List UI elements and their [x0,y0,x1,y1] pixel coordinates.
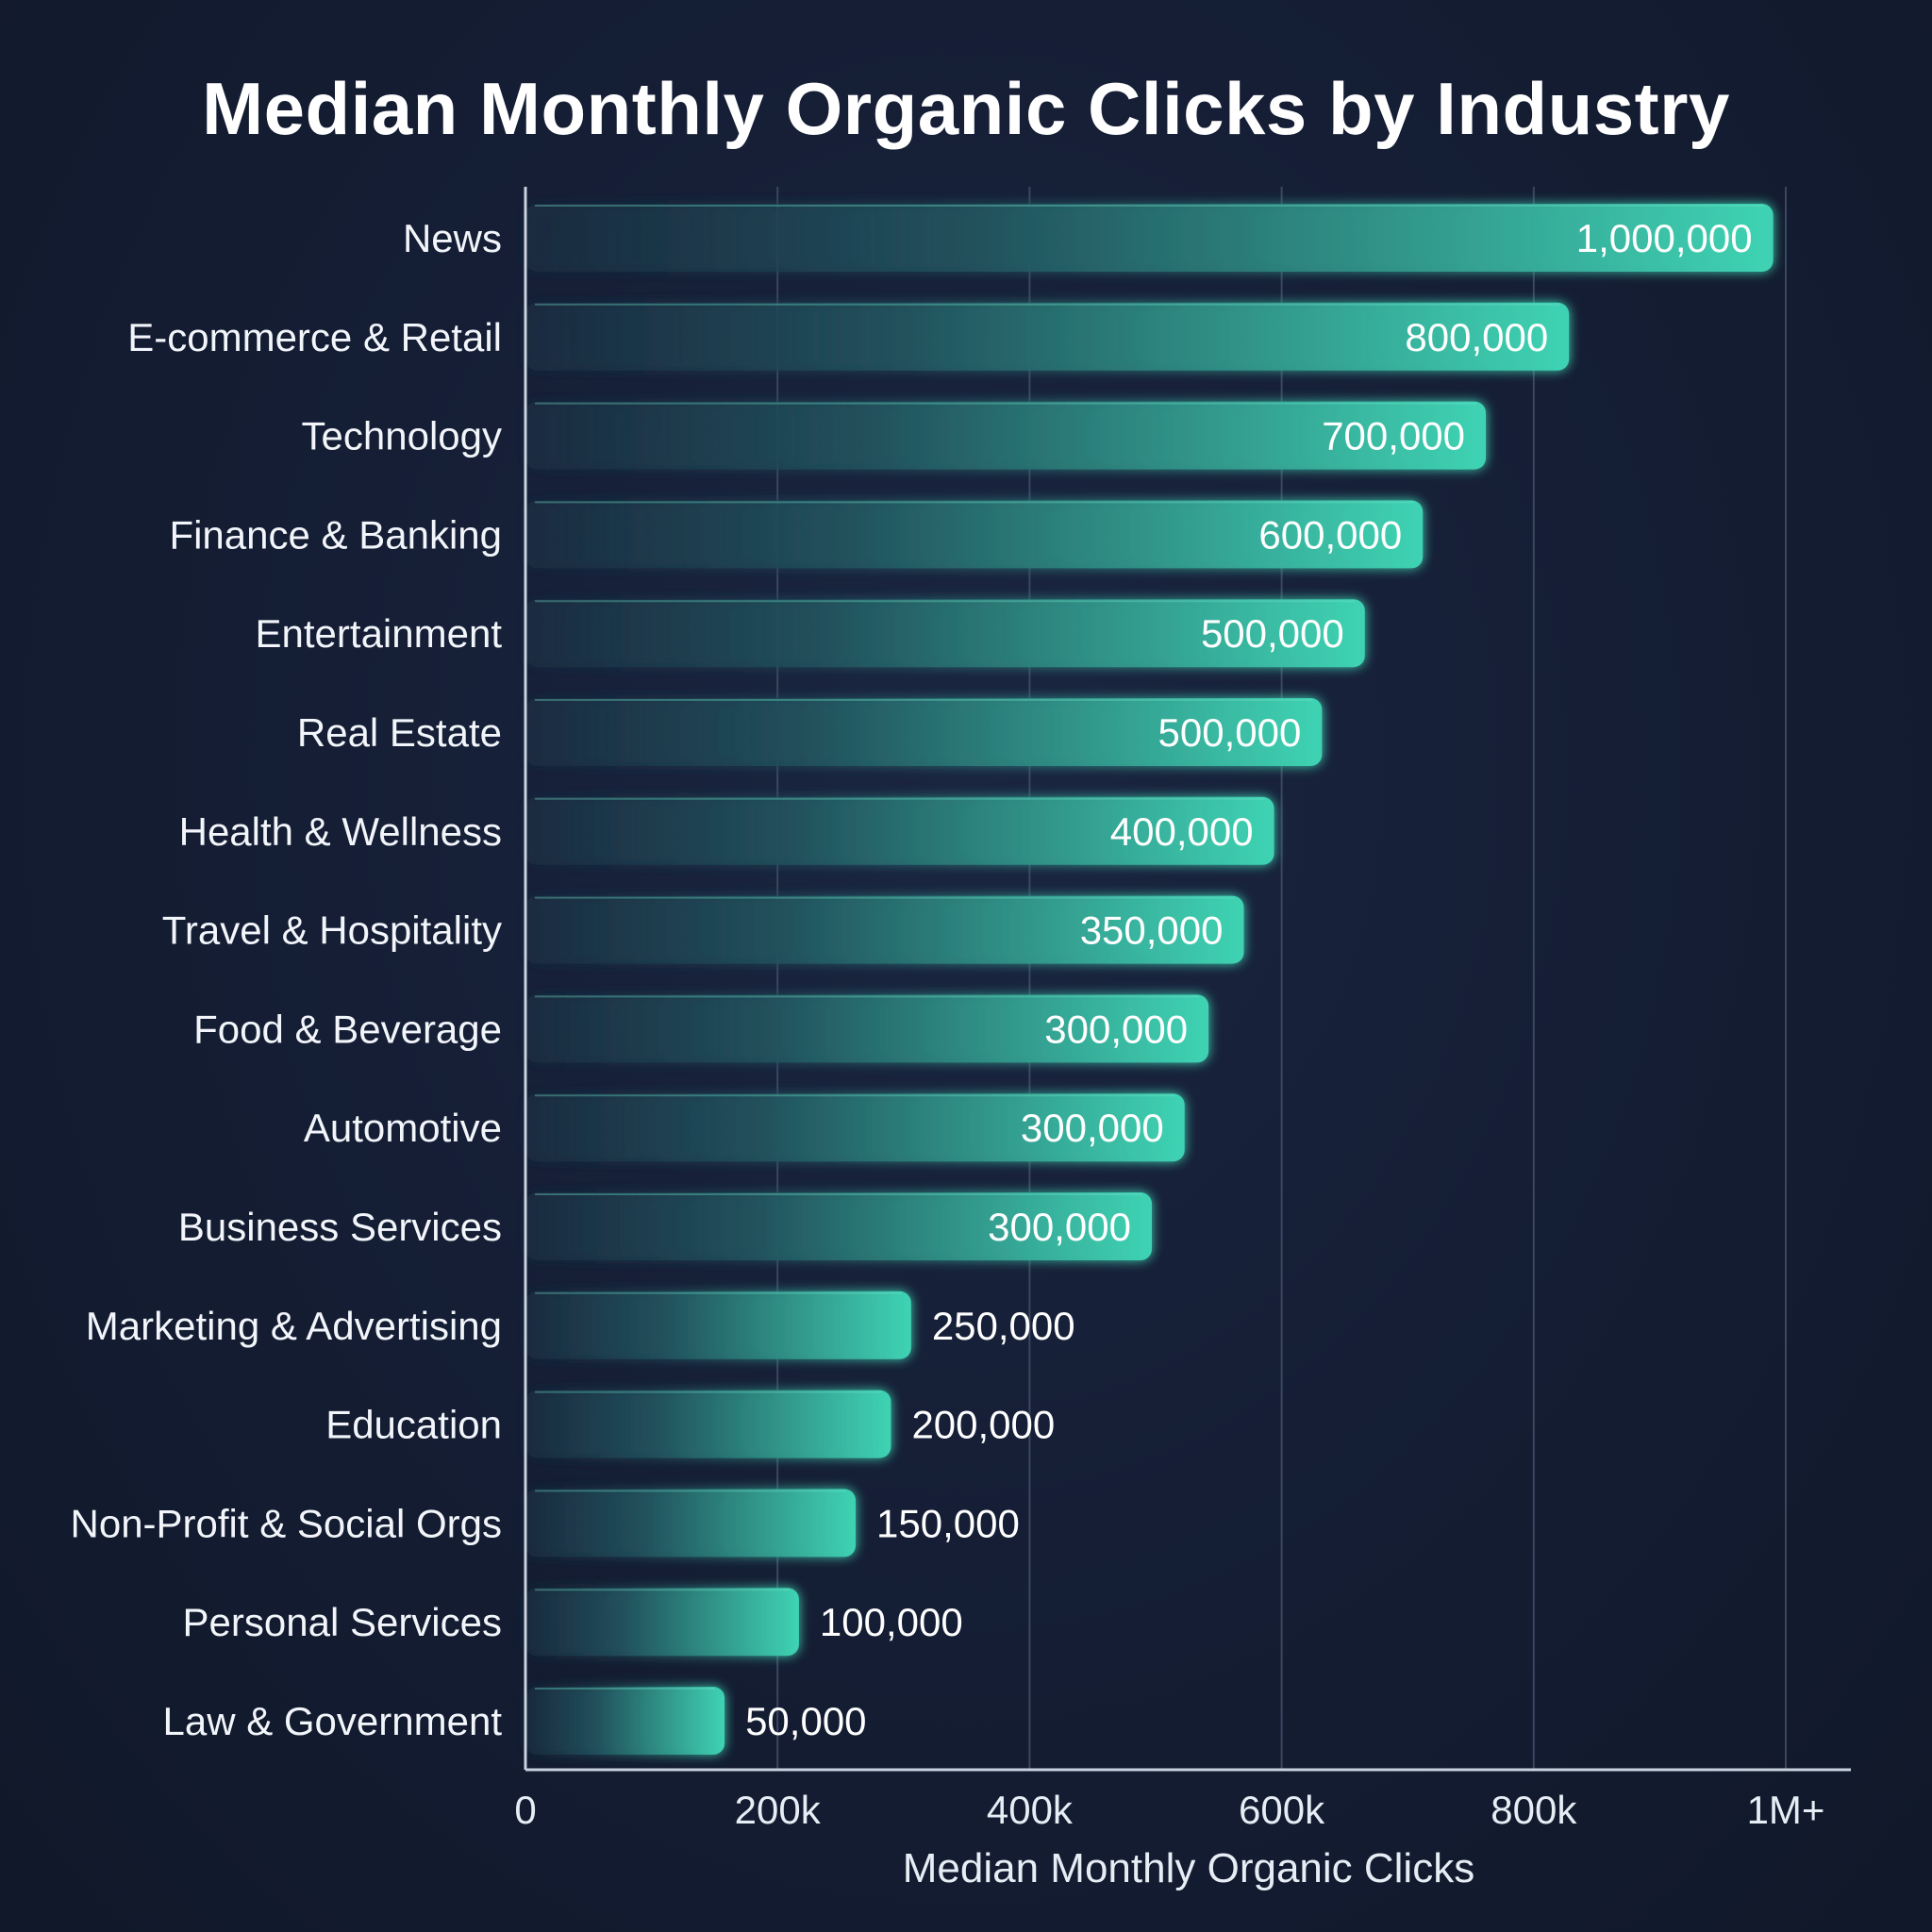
x-tick-label: 200k [735,1788,822,1832]
data-label: 300,000 [1021,1106,1164,1150]
x-tick-label: 400k [987,1788,1074,1832]
bar [525,1390,891,1458]
category-label: Marketing & Advertising [86,1304,502,1348]
x-tick-label: 800k [1491,1788,1577,1832]
bar [525,401,1487,470]
category-label: Food & Beverage [193,1007,502,1051]
labels: 0 200k 400k 600k 800k 1M+ News 1,000,000 E-comme… [71,216,1825,1832]
category-label: Real Estate [297,710,502,755]
bar [525,1489,857,1557]
axes [524,187,1851,1772]
data-label: 800,000 [1405,315,1548,359]
category-label: News [403,216,502,260]
data-label: 250,000 [932,1304,1075,1348]
bars [525,204,1774,1755]
bar [525,1192,1152,1260]
data-label: 700,000 [1322,414,1465,458]
data-label: 100,000 [820,1600,963,1644]
bar [525,796,1274,865]
category-label: Health & Wellness [179,809,502,854]
bar [525,1588,799,1657]
data-label: 1,000,000 [1576,216,1753,260]
category-label: Non-Profit & Social Orgs [71,1501,503,1545]
category-label: Automotive [304,1106,502,1150]
data-label: 600,000 [1258,512,1402,557]
chart-title: Median Monthly Organic Clicks by Industr… [202,67,1730,150]
bar [525,1093,1185,1162]
category-label: E-commerce & Retail [127,315,502,359]
data-label: 150,000 [876,1501,1020,1545]
category-label: Entertainment [256,611,503,656]
bar [525,599,1365,668]
bar [525,994,1209,1063]
category-label: Travel & Hospitality [162,908,502,953]
x-tick-label: 1M+ [1747,1788,1825,1832]
category-label: Business Services [178,1205,502,1249]
x-tick-label: 0 [514,1788,536,1832]
x-axis-label: Median Monthly Organic Clicks [902,1845,1475,1891]
data-label: 400,000 [1110,809,1254,854]
category-label: Finance & Banking [169,512,502,557]
data-label: 350,000 [1080,908,1224,953]
bar [525,204,1774,272]
category-label: Personal Services [183,1600,502,1644]
bar [525,500,1424,569]
category-label: Technology [302,414,502,458]
category-label: Education [325,1403,502,1447]
bar [525,1291,911,1359]
data-label: 300,000 [1044,1007,1188,1051]
data-label: 500,000 [1201,611,1344,656]
data-label: 300,000 [988,1205,1131,1249]
bar [525,895,1244,964]
data-label: 200,000 [911,1403,1055,1447]
data-label: 50,000 [745,1699,866,1743]
data-label: 500,000 [1158,710,1302,755]
category-label: Law & Government [162,1699,502,1743]
bar [525,302,1570,371]
bar [525,1687,725,1755]
bar [525,698,1323,766]
x-tick-label: 600k [1239,1788,1325,1832]
